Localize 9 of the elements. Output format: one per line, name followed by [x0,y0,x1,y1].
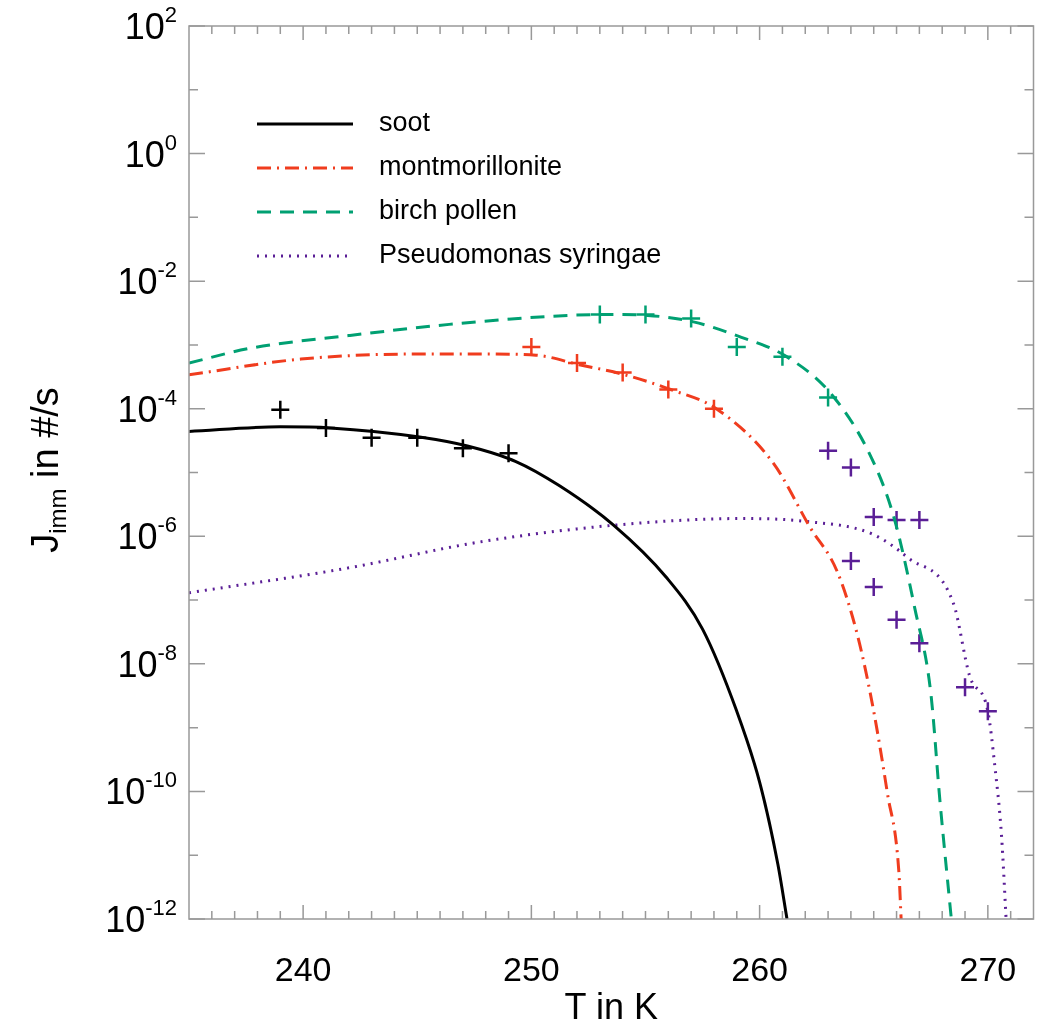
legend-label: soot [379,107,431,138]
legend-label: Pseudomonas syringae [379,239,662,270]
x-tick-label: 270 [959,949,1017,988]
x-axis-title: T in K [564,986,658,1028]
x-tick-label: 250 [503,949,560,988]
x-tick-label: 260 [731,949,788,988]
legend-label: montmorillonite [379,151,563,182]
legend-label: birch pollen [379,195,518,226]
x-tick-label: 240 [274,949,332,988]
